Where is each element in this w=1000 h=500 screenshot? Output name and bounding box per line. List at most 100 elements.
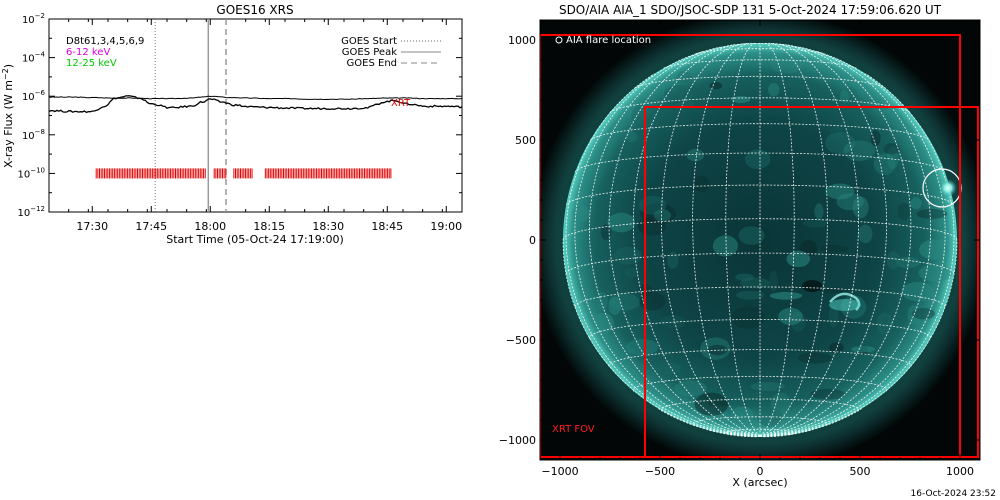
goes-series [49,95,462,114]
grid-latitude-line [634,75,886,89]
aia-y-tick-label: 1000 [508,34,536,47]
tick-base: 10 [22,131,35,142]
aia-legend-label: AIA flare location [566,35,651,46]
goes-y-tick-label: 10−8 [22,128,45,142]
grid-latitude-line [695,48,825,55]
disk-texture-blob [770,392,791,416]
xrt-fov-inner [644,106,979,458]
disk-texture-blob [593,312,614,333]
footer-timestamp: 16-Oct-2024 23:52 [911,489,996,499]
disk-texture-blob [916,208,948,219]
grid-longitude-line [692,42,761,437]
tick-base: 10 [17,208,30,219]
grid-longitude-line [562,239,760,437]
disk-texture-blob [870,130,881,147]
heliographic-grid [562,42,958,438]
coronal-hole [802,280,822,292]
grid-longitude-line [725,42,761,437]
disk-texture-blob [918,264,953,282]
grid-longitude-line [760,239,958,437]
goes-x-tick-label: 18:30 [312,220,344,233]
aia-y-tick-label: 0 [529,234,536,247]
disk-texture-blob [694,392,729,416]
disk-texture-blob [730,406,754,425]
disk-texture-blob [778,307,803,325]
disk-texture-blob [709,81,723,90]
disk-texture-blob [883,143,900,155]
disk-texture-blob [870,370,890,382]
tick-exponent: −4 [35,51,46,59]
aia-plot-title: SDO/AIA AIA_1 SDO/JSOC-SDP 131 5-Oct-202… [559,3,942,17]
grid-longitude-line [574,51,761,437]
legend-goes-peak: GOES Peak [342,47,397,58]
disk-texture-blob [873,153,896,176]
disk-texture-blob [667,251,679,270]
tick-base: 10 [17,169,30,180]
disk-texture-blob [736,290,765,300]
disk-texture-blob [829,342,844,354]
aia-x-tick-label: −500 [645,465,675,478]
goes-y-tick-label: 10−4 [22,51,46,65]
disk-texture-blob [626,131,637,143]
disk-texture-blob [912,308,936,320]
grid-longitude-line [759,44,912,437]
goes-series-line-2 [49,95,462,114]
disk-texture-blob [814,203,824,220]
disk-texture-blob [600,224,612,240]
disk-texture-blob [624,267,639,278]
disk-texture-blob [626,339,659,356]
goes-plot-title: GOES16 XRS [216,3,293,17]
grid-longitude-line [759,435,764,438]
xrt-fov-label: XRT FOV [552,424,595,435]
goes-x-tick-label: 17:30 [76,220,108,233]
tick-exponent: −2 [35,12,45,20]
goes-y-label-close: ) [2,64,15,68]
grid-longitude-line [759,51,946,437]
disk-texture-blob [712,235,739,257]
disk-texture-blob [609,293,640,311]
disk-texture-blob [750,382,786,391]
tick-exponent: −12 [30,205,45,213]
grid-latitude-line [733,43,787,46]
disk-texture-blob [653,209,672,222]
goes-y-tick-label: 10−2 [22,12,45,26]
legend-12-25-kev: 12-25 keV [66,58,117,69]
aia-image-plot: SDO/AIA AIA_1 SDO/JSOC-SDP 131 5-Oct-202… [499,3,981,489]
disk-texture-blob [839,90,849,104]
disk-texture-blob [919,239,949,260]
aia-x-tick-label: 0 [757,465,764,478]
disk-texture-blob [674,380,707,397]
aia-x-tick-label: −1000 [541,465,578,478]
disk-texture-blob [858,224,873,244]
goes-x-tick-label: 18:00 [194,220,226,233]
legend-6-12-kev: 6-12 keV [66,47,110,58]
disk-texture-blob [768,83,780,97]
disk-texture-blob [851,346,876,353]
disk-texture-blob [825,183,855,200]
goes-x-tick-labels: 17:30 17:45 18:00 18:15 18:30 18:45 19:00 [76,220,462,233]
aia-x-tick-label: 1000 [946,465,974,478]
goes-axis-ticks [48,18,463,213]
tick-exponent: −10 [30,166,45,174]
aia-y-tick-label: −500 [506,334,536,347]
goes-plot-frame [48,18,463,213]
aia-axis-ticks [539,19,981,461]
legend-goes-end: GOES End [347,58,397,69]
disk-texture-blob [738,226,765,245]
aia-legend-circle-icon [555,36,563,44]
aia-x-tick-labels: −1000 −500 0 500 1000 [541,465,974,478]
disk-texture-blob [613,246,642,265]
disk-texture-blob [886,146,899,170]
grid-longitude-line [588,46,761,437]
tick-exponent: −8 [35,128,45,136]
disk-texture-blob [631,103,656,128]
disk-texture-blob [810,388,846,400]
grid-latitude-line [725,428,795,436]
disk-texture-blob [797,352,833,364]
goes-event-lines [154,19,227,212]
legend-detectors: D8t61,3,4,5,6,9 [66,36,144,47]
goes-y-tick-label: 10−6 [22,89,46,103]
disk-texture-blob [836,193,864,211]
aia-y-tick-labels: 1000 500 0 −500 −1000 [499,34,536,447]
